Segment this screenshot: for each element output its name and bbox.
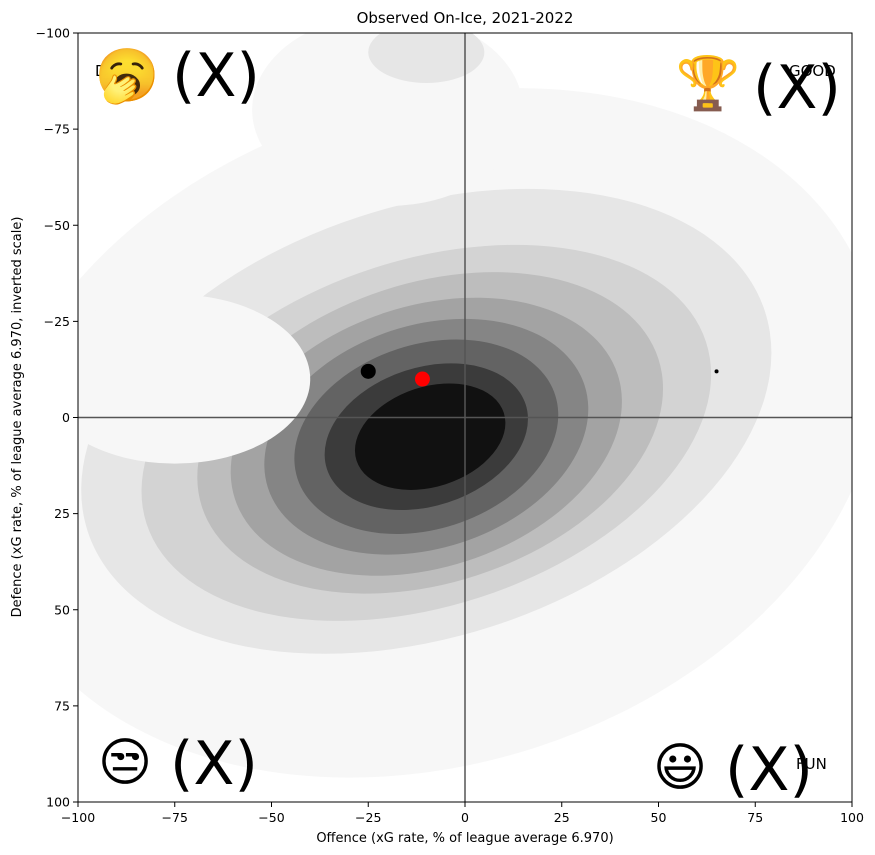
x-tick-label-1: −75	[162, 810, 188, 825]
y-tick-label-0: −100	[36, 26, 70, 41]
density-level-8	[354, 383, 506, 490]
quadrant-marker-bottom-left: (X)	[170, 729, 258, 799]
data-point-1	[414, 371, 430, 387]
reference-lines	[78, 33, 852, 802]
x-axis-ticks: −100 −75 −50 −25 0 25 50 75 100	[61, 802, 864, 825]
quadrant-emoji-icon-bottom-right: 😃	[653, 738, 707, 798]
y-tick-label-7: 75	[54, 698, 70, 713]
y-axis-ticks: −100 −75 −50 −25 0 25 50 75 100	[36, 26, 78, 810]
quadrant-label-bottom-right: FUN	[796, 755, 827, 773]
y-axis-label: Defence (xG rate, % of league average 6.…	[10, 217, 25, 618]
data-points	[360, 363, 719, 387]
x-tick-label-7: 75	[747, 810, 763, 825]
y-tick-label-6: 50	[54, 602, 70, 617]
quadrant-label-top-right: GOOD	[789, 62, 836, 80]
quadrant-bottom-right: FUN 😃 (X)	[653, 735, 827, 805]
x-tick-label-8: 100	[840, 810, 864, 825]
quadrant-emoji-icon-top-right: 🏆	[676, 53, 741, 114]
x-tick-label-4: 0	[461, 810, 469, 825]
y-tick-label-5: 25	[54, 506, 70, 521]
data-point-2	[714, 369, 719, 374]
x-tick-label-5: 25	[554, 810, 570, 825]
quadrant-top-right: GOOD 🏆 (X)	[676, 53, 841, 123]
density-lobe-left	[78, 294, 311, 464]
quadrant-marker-bottom-right: (X)	[725, 735, 813, 805]
quadrant-emoji-icon-top-left: 🥱	[95, 46, 160, 106]
density-lobe-peak	[368, 33, 485, 83]
x-tick-label-0: −100	[61, 810, 95, 825]
quadrant-bottom-left: 😒 (X)	[98, 729, 258, 799]
x-tick-label-6: 50	[651, 810, 667, 825]
quadrant-marker-top-left: (X)	[172, 41, 260, 111]
x-axis-label: Offence (xG rate, % of league average 6.…	[316, 831, 613, 846]
quadrant-label-top-left: D	[95, 62, 107, 80]
quadrant-labels: D🥱 (X) GOOD🏆 (X)😒 (X) FUN😃 (X)	[95, 41, 841, 805]
quadrant-emoji-icon-bottom-left: 😒	[98, 733, 152, 793]
quadrant-marker-top-right: (X)	[753, 53, 841, 123]
x-tick-label-2: −50	[258, 810, 284, 825]
quadrant-top-left: D🥱 (X)	[95, 41, 260, 111]
y-tick-label-2: −50	[44, 218, 70, 233]
data-point-0	[360, 363, 376, 379]
y-tick-label-3: −25	[44, 314, 70, 329]
y-tick-label-1: −75	[44, 122, 70, 137]
chart-title: Observed On-Ice, 2021-2022	[357, 9, 574, 27]
x-tick-label-3: −25	[355, 810, 381, 825]
y-tick-label-8: 100	[46, 795, 70, 810]
y-tick-label-4: 0	[62, 410, 70, 425]
